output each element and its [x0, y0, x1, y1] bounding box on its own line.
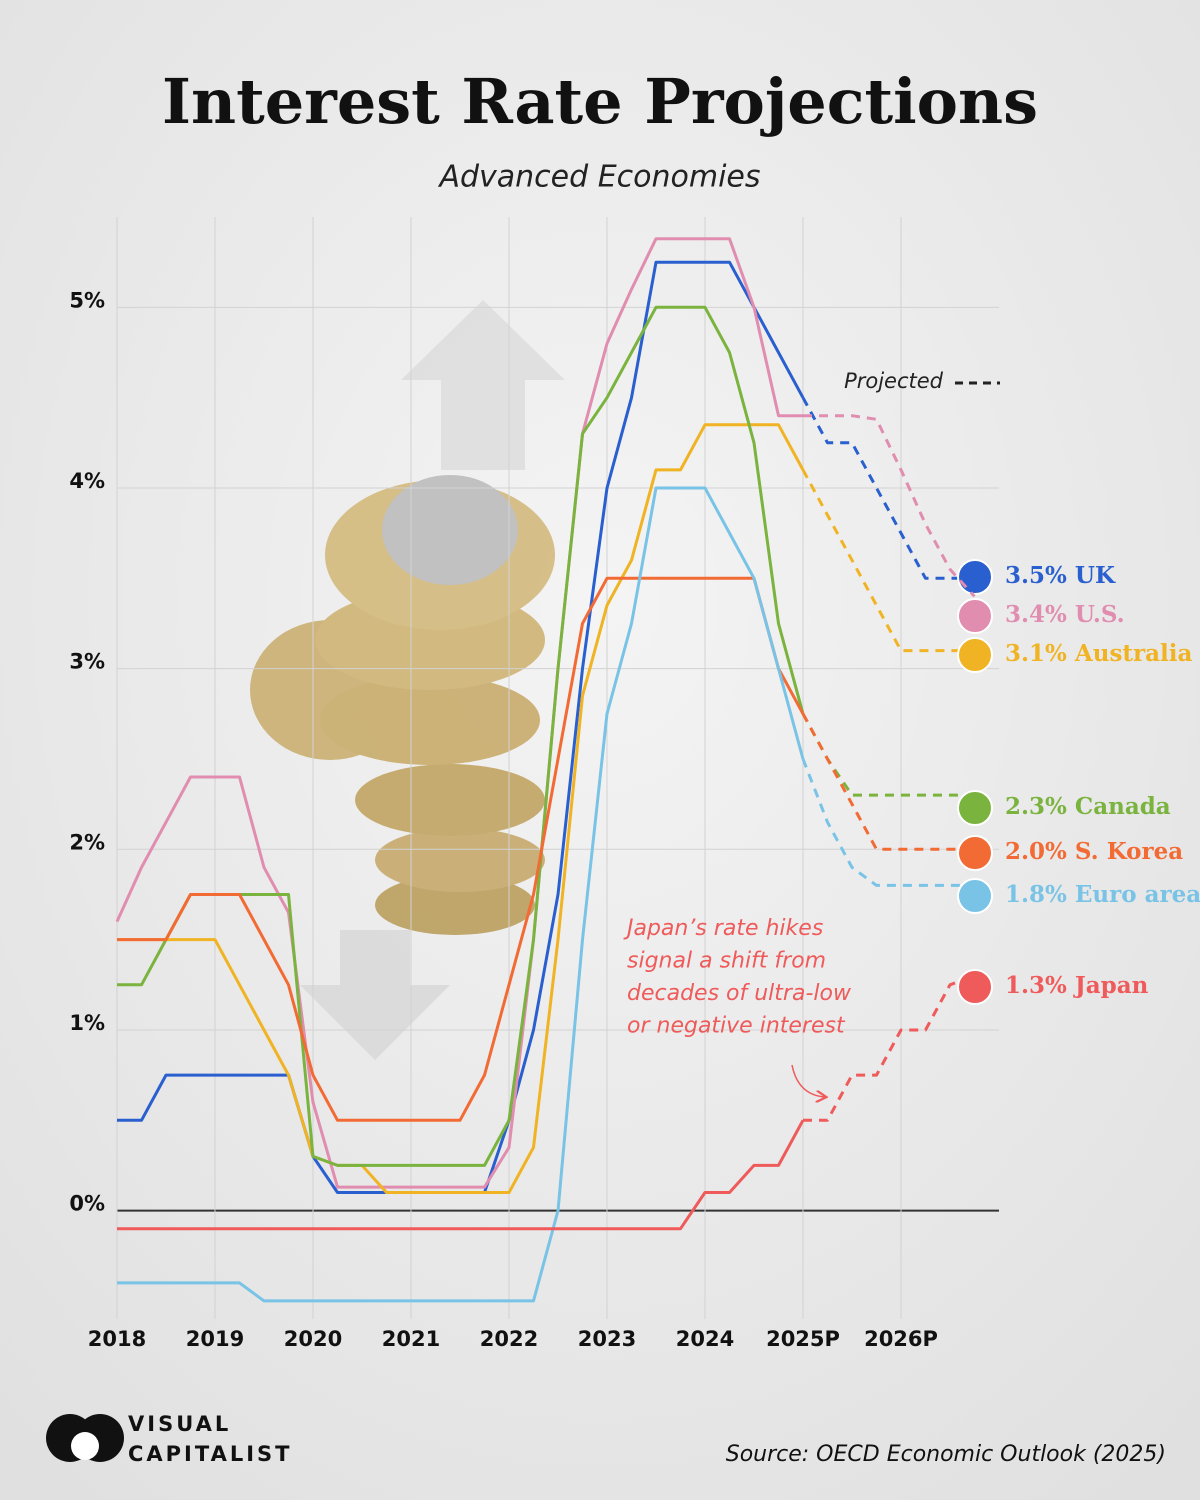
chart-subtitle: Advanced Economies: [437, 160, 760, 195]
y-tick-label: 3%: [69, 650, 105, 674]
value-label: 1.8%: [1005, 881, 1067, 908]
up-arrow-decoration: [401, 300, 565, 470]
flag: [957, 598, 993, 634]
x-tick-label: 2020: [284, 1327, 342, 1351]
brand-logo: [46, 1414, 124, 1462]
x-tick-label: 2018: [88, 1327, 146, 1351]
end-label: 3.1% Australia: [1005, 640, 1193, 667]
value-label: 1.3%: [1005, 972, 1067, 999]
x-tick-label: 2023: [578, 1327, 636, 1351]
x-tick-label: 2021: [382, 1327, 440, 1351]
legend-entry: S. Korea: [1075, 838, 1183, 865]
series-line: [117, 576, 805, 1122]
y-tick-label: 4%: [69, 469, 105, 493]
value-label: 2.3%: [1005, 793, 1067, 820]
y-tick-label: 1%: [69, 1011, 105, 1035]
annotation-line: Japan’s rate hikes: [623, 916, 823, 941]
brand-name: CAPITALIST: [128, 1442, 292, 1466]
value-label: 3.1%: [1005, 640, 1067, 667]
value-label: 3.5%: [1005, 562, 1067, 589]
legend-entry: UK: [1075, 562, 1116, 589]
legend-entry: Japan: [1073, 972, 1149, 999]
value-label: 2.0%: [1005, 838, 1067, 865]
y-tick-label: 0%: [69, 1192, 105, 1216]
y-tick-label: 2%: [69, 830, 105, 854]
legend-entry: Australia: [1074, 640, 1193, 667]
end-label: 3.5% UK: [1005, 562, 1116, 589]
x-tick-label: 2019: [186, 1327, 244, 1351]
projected-line: [801, 713, 975, 797]
brand-name: VISUAL: [128, 1412, 231, 1436]
projected-line: [801, 713, 975, 851]
end-label: 1.8% Euro area: [1005, 881, 1200, 908]
x-tick-label: 2026P: [864, 1327, 938, 1351]
legend-entry: Canada: [1075, 793, 1171, 820]
source: Source: OECD Economic Outlook (2025): [726, 1442, 1166, 1467]
flag: [957, 969, 993, 1005]
end-label: 2.0% S. Korea: [1005, 838, 1183, 865]
flag: [957, 878, 993, 914]
coin-stack: [250, 475, 555, 935]
down-arrow-decoration: [300, 930, 450, 1060]
legend-entry: Euro area: [1075, 881, 1200, 908]
x-tick-label: 2025P: [766, 1327, 840, 1351]
series-line: [115, 237, 803, 1189]
flag: [957, 835, 993, 871]
series-line: [117, 423, 805, 1194]
annotation-arrow: [791, 1064, 825, 1097]
end-label: 3.4% U.S.: [1005, 601, 1125, 628]
legend-entry: U.S.: [1075, 601, 1125, 628]
annotation-line: signal a shift from: [627, 949, 826, 974]
annotation: Japan’s rate hikes signal a shift from dec…: [623, 916, 852, 1039]
end-label: 2.3% Canada: [1005, 793, 1171, 820]
flag: [957, 790, 993, 826]
value-label: 3.4%: [1005, 601, 1067, 628]
projected-line: [801, 469, 975, 653]
y-tick-label: 5%: [69, 288, 105, 312]
projected-legend-label: Projected: [844, 369, 944, 393]
annotation-line: decades of ultra-low: [627, 981, 852, 1006]
projected-line: [801, 396, 975, 580]
annotation-line: or negative interest: [627, 1014, 846, 1039]
end-label: 1.3% Japan: [1005, 972, 1149, 999]
x-tick-label: 2024: [676, 1327, 734, 1351]
series-line: [117, 1119, 805, 1231]
projected-line: [803, 414, 976, 598]
flag: [957, 559, 993, 595]
projected-line: [803, 974, 976, 1122]
flag: [957, 637, 993, 673]
x-tick-label: 2022: [480, 1327, 538, 1351]
chart-title: Interest Rate Projections: [162, 65, 1038, 138]
projected-line: [801, 758, 975, 887]
series-line: [117, 486, 805, 1303]
